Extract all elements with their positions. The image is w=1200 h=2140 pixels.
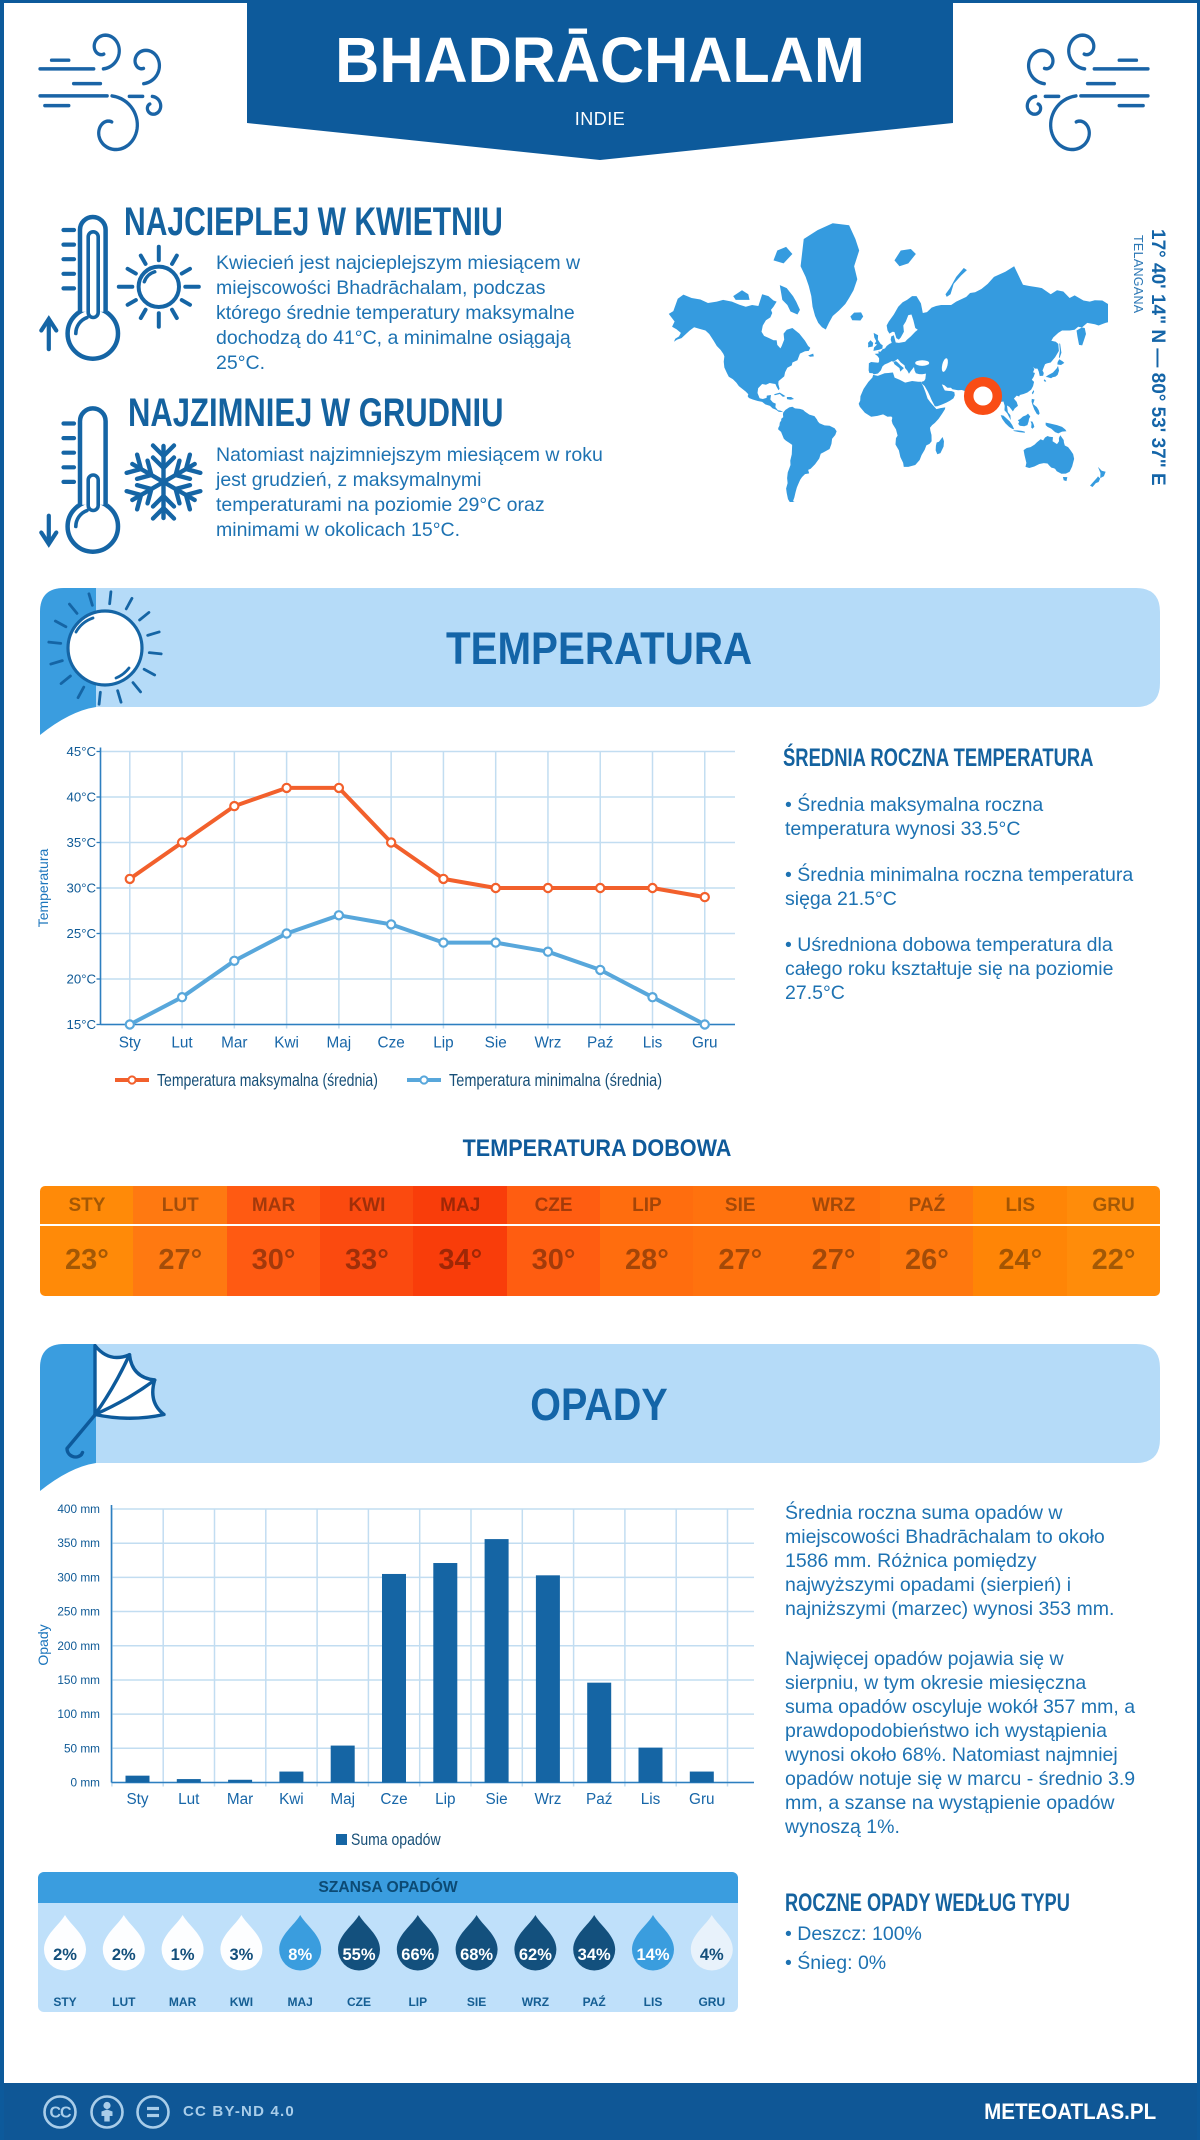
svg-text:Kwi: Kwi — [274, 1035, 299, 1052]
svg-text:Lip: Lip — [433, 1035, 453, 1052]
svg-text:66%: 66% — [401, 1946, 434, 1964]
svg-text:Gru: Gru — [692, 1035, 718, 1052]
svg-text:300 mm: 300 mm — [57, 1570, 100, 1584]
svg-text:Opady: Opady — [35, 1624, 51, 1665]
svg-text:Sie: Sie — [486, 1791, 508, 1808]
svg-text:Maj: Maj — [327, 1035, 352, 1052]
svg-text:Lis: Lis — [643, 1035, 663, 1052]
svg-text:Gru: Gru — [689, 1791, 715, 1808]
svg-text:250 mm: 250 mm — [57, 1605, 100, 1619]
svg-text:Temperatura: Temperatura — [35, 848, 51, 927]
svg-text:SIE: SIE — [467, 1995, 486, 2009]
svg-text:Sty: Sty — [126, 1791, 148, 1808]
svg-text:LUT: LUT — [112, 1995, 136, 2009]
svg-text:15°C: 15°C — [67, 1017, 97, 1032]
svg-text:Wrz: Wrz — [534, 1791, 561, 1808]
svg-text:Suma opadów: Suma opadów — [351, 1831, 441, 1849]
svg-text:35°C: 35°C — [67, 835, 97, 850]
svg-text:Wrz: Wrz — [535, 1035, 562, 1052]
svg-text:62%: 62% — [519, 1946, 552, 1964]
svg-text:GRU: GRU — [698, 1995, 725, 2009]
svg-text:Mar: Mar — [227, 1791, 253, 1808]
svg-text:Temperatura maksymalna (średni: Temperatura maksymalna (średnia) — [157, 1072, 378, 1091]
svg-text:Mar: Mar — [221, 1035, 247, 1052]
svg-text:CC: CC — [49, 2105, 72, 2122]
svg-text:Paź: Paź — [587, 1035, 613, 1052]
svg-text:CZE: CZE — [347, 1995, 371, 2009]
svg-text:50 mm: 50 mm — [64, 1741, 100, 1755]
svg-text:KWI: KWI — [230, 1995, 253, 2009]
svg-text:Lis: Lis — [641, 1791, 661, 1808]
svg-text:40°C: 40°C — [67, 790, 97, 805]
svg-text:2%: 2% — [53, 1946, 77, 1964]
svg-text:Lip: Lip — [435, 1791, 455, 1808]
svg-text:100 mm: 100 mm — [57, 1707, 100, 1721]
svg-text:400 mm: 400 mm — [57, 1502, 100, 1516]
svg-text:Sty: Sty — [119, 1035, 141, 1052]
svg-text:Maj: Maj — [330, 1791, 355, 1808]
svg-text:LIP: LIP — [408, 1995, 427, 2009]
svg-text:PAŹ: PAŹ — [583, 1994, 606, 2009]
svg-text:Lut: Lut — [178, 1791, 200, 1808]
svg-text:2%: 2% — [112, 1946, 136, 1964]
svg-text:45°C: 45°C — [67, 744, 97, 759]
svg-text:4%: 4% — [700, 1946, 724, 1964]
svg-text:Sie: Sie — [485, 1035, 507, 1052]
svg-text:68%: 68% — [460, 1946, 493, 1964]
svg-text:MAJ: MAJ — [288, 1995, 313, 2009]
svg-text:20°C: 20°C — [67, 972, 97, 987]
svg-text:200 mm: 200 mm — [57, 1639, 100, 1653]
svg-text:Cze: Cze — [380, 1791, 407, 1808]
svg-text:Lut: Lut — [171, 1035, 193, 1052]
svg-text:Cze: Cze — [378, 1035, 405, 1052]
svg-text:25°C: 25°C — [67, 926, 97, 941]
svg-text:Kwi: Kwi — [279, 1791, 304, 1808]
svg-text:STY: STY — [53, 1995, 76, 2009]
svg-text:350 mm: 350 mm — [57, 1536, 100, 1550]
svg-text:150 mm: 150 mm — [57, 1673, 100, 1687]
svg-text:LIS: LIS — [644, 1995, 663, 2009]
svg-text:0 mm: 0 mm — [71, 1776, 101, 1790]
svg-text:34%: 34% — [578, 1946, 611, 1964]
svg-text:WRZ: WRZ — [522, 1995, 549, 2009]
svg-text:1%: 1% — [171, 1946, 195, 1964]
svg-text:30°C: 30°C — [67, 881, 97, 896]
svg-text:3%: 3% — [229, 1946, 253, 1964]
svg-text:Temperatura minimalna (średnia: Temperatura minimalna (średnia) — [449, 1071, 662, 1091]
svg-text:8%: 8% — [288, 1946, 312, 1964]
svg-text:55%: 55% — [342, 1946, 375, 1964]
svg-text:Paź: Paź — [586, 1791, 612, 1808]
svg-text:14%: 14% — [636, 1946, 669, 1964]
svg-text:MAR: MAR — [169, 1995, 197, 2009]
